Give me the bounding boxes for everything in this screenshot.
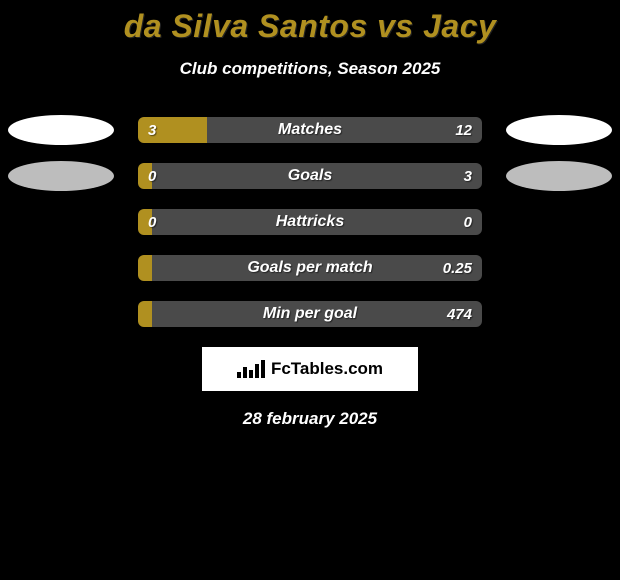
stat-bar: Goals per match0.25 (138, 255, 482, 281)
stat-bar: Goals03 (138, 163, 482, 189)
stat-value-right: 3 (464, 163, 472, 189)
bar-chart-icon (237, 360, 265, 378)
brand-text: FcTables.com (271, 359, 383, 379)
stat-value-left: 0 (148, 163, 156, 189)
page-title: da Silva Santos vs Jacy (0, 8, 620, 45)
stat-row: Min per goal474 (0, 301, 620, 327)
comparison-card: da Silva Santos vs Jacy Club competition… (0, 0, 620, 429)
left-ellipse (8, 161, 114, 191)
right-ellipse (506, 115, 612, 145)
stat-row: Goals per match0.25 (0, 255, 620, 281)
stat-value-right: 474 (447, 301, 472, 327)
stat-value-right: 0.25 (443, 255, 472, 281)
subtitle: Club competitions, Season 2025 (0, 59, 620, 79)
stat-row: Goals03 (0, 163, 620, 189)
stat-value-left: 0 (148, 209, 156, 235)
brand-badge: FcTables.com (202, 347, 418, 391)
stat-bar: Hattricks00 (138, 209, 482, 235)
right-ellipse (506, 161, 612, 191)
left-ellipse (8, 115, 114, 145)
stat-bar: Matches312 (138, 117, 482, 143)
stat-value-left: 3 (148, 117, 156, 143)
stat-row: Matches312 (0, 117, 620, 143)
stat-row: Hattricks00 (0, 209, 620, 235)
stat-value-right: 0 (464, 209, 472, 235)
stat-bar: Min per goal474 (138, 301, 482, 327)
date-label: 28 february 2025 (0, 409, 620, 429)
stats-block: Matches312Goals03Hattricks00Goals per ma… (0, 117, 620, 327)
stat-value-right: 12 (455, 117, 472, 143)
